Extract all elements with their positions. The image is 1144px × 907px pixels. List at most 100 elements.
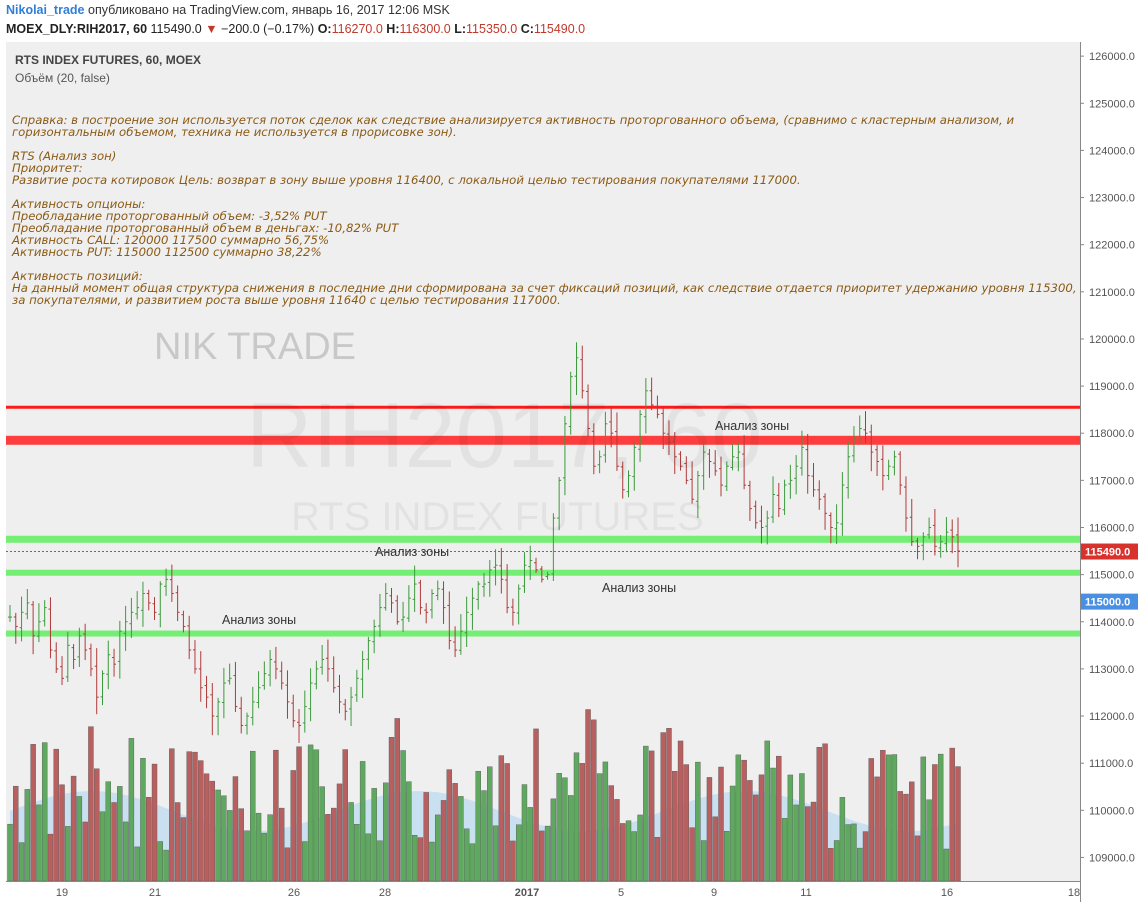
- volume-bar: [209, 780, 216, 882]
- time-tick-label: 9: [711, 887, 717, 899]
- price-tick-label: 116000.0: [1089, 522, 1134, 534]
- volume-bar: [226, 810, 233, 882]
- time-axis: 19 21 26 28 2017 5 9 11 16 18: [6, 881, 1080, 902]
- volume-bar: [614, 799, 620, 882]
- volume-bar: [631, 831, 637, 882]
- volume-bar: [914, 835, 921, 882]
- volume-bar: [608, 785, 614, 882]
- volume-bar: [273, 749, 279, 882]
- volume-bar: [533, 728, 539, 882]
- price-axis-bg: [1080, 42, 1138, 902]
- volume-bar: [435, 814, 441, 882]
- volume-bar: [146, 797, 152, 882]
- volume-bar: [700, 840, 707, 882]
- volume-bar: [677, 740, 684, 882]
- time-tick-label: 18: [1068, 887, 1080, 899]
- volume-bar: [192, 751, 198, 882]
- volume-bar: [770, 767, 776, 882]
- volume-bar: [550, 798, 557, 882]
- volume-bar: [359, 761, 366, 882]
- zone-labels: Анализ зоны Анализ зоны Анализ зоны Анализ …: [222, 419, 789, 627]
- symbol-label: MOEX_DLY:RIH2017, 60: [6, 22, 148, 36]
- note-line: за покупателями, и развитием роста выше …: [12, 293, 561, 307]
- price-tick-label: 113000.0: [1089, 664, 1134, 676]
- volume-bar: [365, 833, 372, 882]
- volume-bar: [169, 748, 175, 882]
- volume-bar: [7, 823, 13, 882]
- price-tick-label: 110000.0: [1089, 805, 1134, 817]
- volume-bar: [706, 777, 713, 882]
- volume-bar: [833, 840, 840, 882]
- volume-bar: [666, 728, 672, 882]
- arrow-down-icon: ▼: [205, 22, 218, 36]
- note-line: Приоритет:: [12, 161, 83, 175]
- volume-bar: [278, 807, 285, 882]
- legend-volume: Объём (20, false): [15, 71, 110, 85]
- price-tick-label: 123000.0: [1089, 193, 1135, 205]
- high-label: H:: [386, 22, 400, 36]
- volume-bar: [82, 821, 88, 882]
- volume-bar: [891, 754, 898, 882]
- volume-bar: [383, 782, 389, 882]
- volume-bar: [897, 791, 903, 882]
- volume-bar: [620, 823, 626, 882]
- candle-layer: [8, 342, 960, 743]
- volume-bar: [839, 797, 846, 882]
- volume-bar: [267, 814, 273, 882]
- volume-bar: [411, 835, 418, 882]
- volume-bar: [99, 811, 106, 882]
- volume-bar: [799, 773, 805, 882]
- zone-band: [6, 630, 1080, 637]
- volume-bar: [487, 766, 493, 882]
- volume-bar: [157, 841, 163, 882]
- volume-bar: [857, 847, 863, 882]
- volume-bar: [937, 753, 944, 882]
- last-price: 115490.0: [150, 22, 202, 36]
- low-label: L:: [454, 22, 467, 36]
- low-value: 115350.0: [466, 22, 518, 36]
- zone-band: [6, 535, 1080, 543]
- price-tick-label: 112000.0: [1089, 711, 1134, 723]
- volume-bar: [388, 737, 395, 882]
- note-line: Преобладание проторгованный объем в день…: [12, 221, 399, 235]
- time-tick-label: 16: [941, 887, 953, 899]
- analysis-note: Справка: в построение зон используется п…: [11, 113, 1077, 307]
- volume-bar: [284, 847, 291, 882]
- note-line: Активность позиций:: [11, 269, 143, 283]
- volume-bar: [250, 750, 256, 882]
- volume-bar: [128, 738, 135, 882]
- zone-label: Анализ зоны: [222, 613, 296, 627]
- zone-label: Анализ зоны: [602, 581, 676, 595]
- volume-bar: [203, 773, 210, 882]
- volume-bar: [481, 790, 487, 882]
- volume-bar: [117, 786, 123, 882]
- price-tick-label: 117000.0: [1089, 475, 1134, 487]
- volume-bar: [41, 742, 48, 882]
- volume-bar: [342, 749, 348, 882]
- volume-bar: [47, 833, 54, 882]
- time-tick-label: 21: [149, 887, 161, 899]
- price-tick-label: 114000.0: [1089, 617, 1134, 629]
- volume-bar: [741, 759, 747, 882]
- volume-bar: [718, 766, 724, 882]
- volume-bar: [348, 802, 354, 882]
- plot-background: [6, 42, 1080, 881]
- volume-layer: [7, 709, 961, 882]
- author-link[interactable]: Nikolai_trade: [6, 3, 85, 17]
- high-value: 116300.0: [399, 22, 451, 36]
- note-line: горизонтальным объемом, техника не испол…: [12, 125, 457, 139]
- volume-bar: [764, 740, 770, 882]
- price-chart[interactable]: NIK TRADE RIH2017, 60 RTS INDEX FUTURES …: [6, 42, 1138, 902]
- volume-bar: [122, 821, 129, 882]
- volume-bar: [302, 841, 308, 882]
- change-value: −200.0 (−0.17%): [221, 22, 315, 36]
- volume-bar: [140, 758, 146, 882]
- volume-bar: [949, 747, 955, 882]
- volume-bar: [336, 783, 343, 882]
- volume-bar: [498, 755, 505, 882]
- volume-bar: [238, 808, 244, 882]
- volume-bar: [562, 777, 568, 882]
- volume-bar: [672, 771, 678, 882]
- volume-bar: [920, 756, 927, 882]
- volume-bar: [186, 751, 192, 882]
